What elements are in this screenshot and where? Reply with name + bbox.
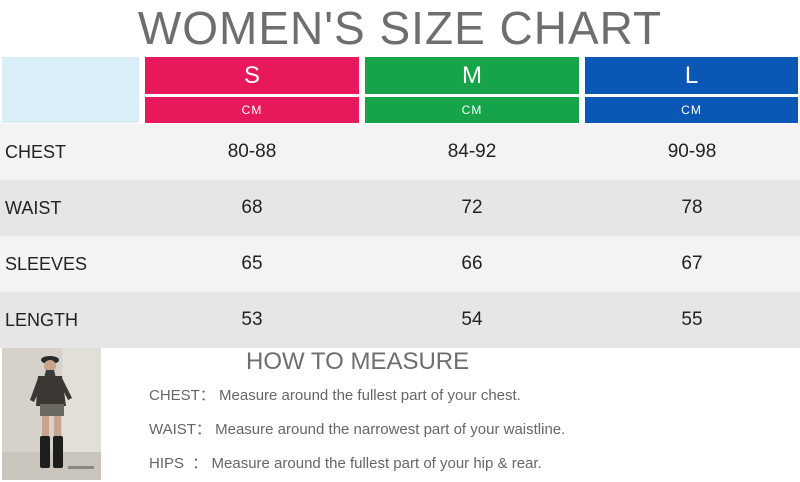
unit-label-l: CM <box>585 97 798 123</box>
unit-label-m: CM <box>365 97 579 123</box>
row-label: LENGTH <box>5 310 79 330</box>
cell-value: 54 <box>461 309 483 330</box>
measure-text: Measure around the fullest part of your … <box>211 455 542 472</box>
cell-value: 65 <box>241 253 263 274</box>
cell-value: 53 <box>241 309 263 330</box>
model-photo-illustration <box>2 348 101 480</box>
how-to-measure-heading: HOW TO MEASURE <box>246 348 470 375</box>
size-header-m: M <box>365 57 579 94</box>
row-label: WAIST <box>5 198 62 218</box>
measure-key: CHEST： <box>149 387 215 404</box>
measure-key: WAIST： <box>149 421 211 438</box>
page-title: WOMEN'S SIZE CHART <box>137 2 663 54</box>
table-corner-cell <box>2 57 139 123</box>
cell-value: 90-98 <box>667 141 717 162</box>
measure-text: Measure around the narrowest part of you… <box>215 421 566 438</box>
cell-value: 72 <box>461 197 483 218</box>
size-header-s: S <box>145 57 359 94</box>
row-label: CHEST <box>5 142 67 162</box>
cell-value: 55 <box>681 309 703 330</box>
measure-instruction-chest: CHEST： Measure around the fullest part o… <box>149 386 521 406</box>
row-label: SLEEVES <box>5 254 88 274</box>
cell-value: 84-92 <box>447 141 497 162</box>
measure-instruction-hips: HIPS ： Measure around the fullest part o… <box>149 454 542 474</box>
cell-value: 78 <box>681 197 703 218</box>
cell-value: 68 <box>241 197 263 218</box>
cell-value: 80-88 <box>227 141 277 162</box>
size-header-l: L <box>585 57 798 94</box>
measure-instruction-waist: WAIST： Measure around the narrowest part… <box>149 420 565 440</box>
model-photo <box>2 348 101 480</box>
measure-key: HIPS ： <box>149 455 208 472</box>
table-row-waist: WAIST 68 72 78 <box>0 180 800 236</box>
cell-value: 66 <box>461 253 483 274</box>
cell-value: 67 <box>681 253 703 274</box>
table-row-chest: CHEST 80-88 84-92 90-98 <box>0 124 800 180</box>
unit-label-s: CM <box>145 97 359 123</box>
table-row-length: LENGTH 53 54 55 <box>0 292 800 348</box>
table-row-sleeves: SLEEVES 65 66 67 <box>0 236 800 292</box>
measure-text: Measure around the fullest part of your … <box>219 387 521 404</box>
